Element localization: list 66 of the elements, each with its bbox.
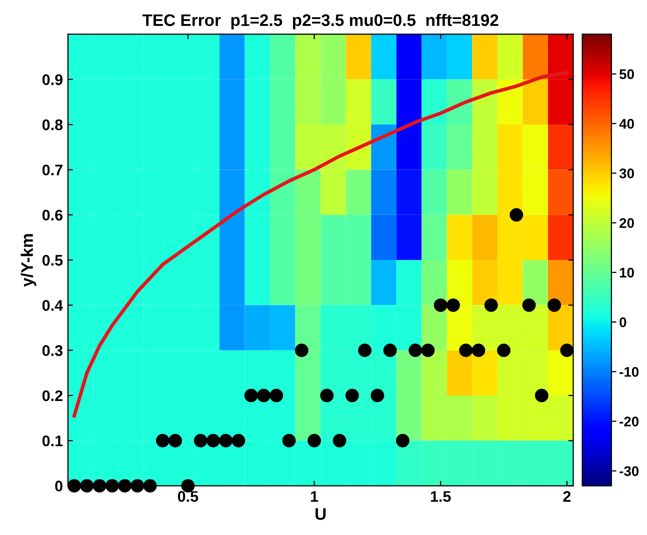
point	[80, 479, 94, 492]
color-bar-label: -30	[620, 466, 639, 476]
y-tick-label: 0.5	[42, 254, 63, 266]
y-tick-label: 0.3	[42, 345, 63, 356]
point	[534, 388, 548, 402]
point	[510, 208, 524, 222]
color-bar-label: 10	[620, 268, 634, 278]
point	[345, 388, 359, 402]
color-bar-label: 40	[619, 118, 634, 129]
y-tick-label: 0.4	[42, 300, 63, 311]
point	[168, 434, 182, 448]
point	[257, 388, 270, 402]
color-bar-label: -20	[620, 416, 639, 426]
point	[446, 298, 460, 312]
point	[270, 388, 284, 402]
point	[497, 344, 510, 358]
y-tick-label: 0.7	[42, 164, 62, 176]
color-bar-label: -10	[620, 366, 639, 377]
point	[308, 434, 321, 448]
y-tick-label: 0.6	[42, 210, 63, 221]
point	[383, 344, 397, 358]
point	[68, 479, 81, 492]
y-tick-label: 0.1	[42, 435, 63, 446]
point	[156, 434, 170, 448]
x-axis-title: U	[316, 508, 326, 520]
y-tick-label: 0.2	[42, 390, 62, 402]
point	[244, 388, 258, 402]
point	[130, 479, 144, 492]
chart-title: TEC Error p1=2.5 p2=3.5 mu0=0.5 nfft=8192	[142, 14, 498, 30]
color-bar-label: 50	[619, 69, 634, 80]
point	[358, 344, 372, 358]
point	[408, 344, 422, 358]
point	[434, 298, 448, 312]
point	[396, 434, 410, 448]
point	[459, 344, 473, 358]
color-bar-label: 30	[619, 168, 634, 178]
point	[282, 434, 296, 448]
x-tick-label: 0.5	[178, 491, 198, 502]
point	[320, 388, 334, 402]
point	[421, 344, 435, 358]
x-tick-label: 1	[310, 491, 318, 502]
point	[219, 434, 233, 448]
color-bar-label: 20	[620, 218, 634, 228]
point	[105, 479, 119, 492]
point	[206, 434, 220, 448]
point	[232, 434, 246, 448]
point	[143, 479, 157, 492]
y-tick-label: 0	[55, 480, 62, 492]
point	[484, 298, 498, 312]
y-tick-label: 0.9	[42, 74, 63, 86]
point	[194, 434, 208, 448]
y-tick-label: 0.8	[42, 119, 63, 130]
point	[370, 388, 384, 402]
point	[472, 344, 486, 358]
y-axis-title: y/Y-km	[20, 234, 36, 287]
color-bar-label: 0	[620, 317, 626, 328]
x-tick-label: 1.5	[430, 491, 451, 502]
point	[118, 479, 132, 492]
point	[560, 344, 574, 358]
point	[548, 298, 561, 312]
x-tick-label: 2	[563, 491, 571, 502]
point	[332, 434, 346, 448]
point	[522, 298, 536, 312]
point	[294, 344, 308, 358]
line-series	[72, 70, 569, 418]
point	[92, 479, 106, 492]
